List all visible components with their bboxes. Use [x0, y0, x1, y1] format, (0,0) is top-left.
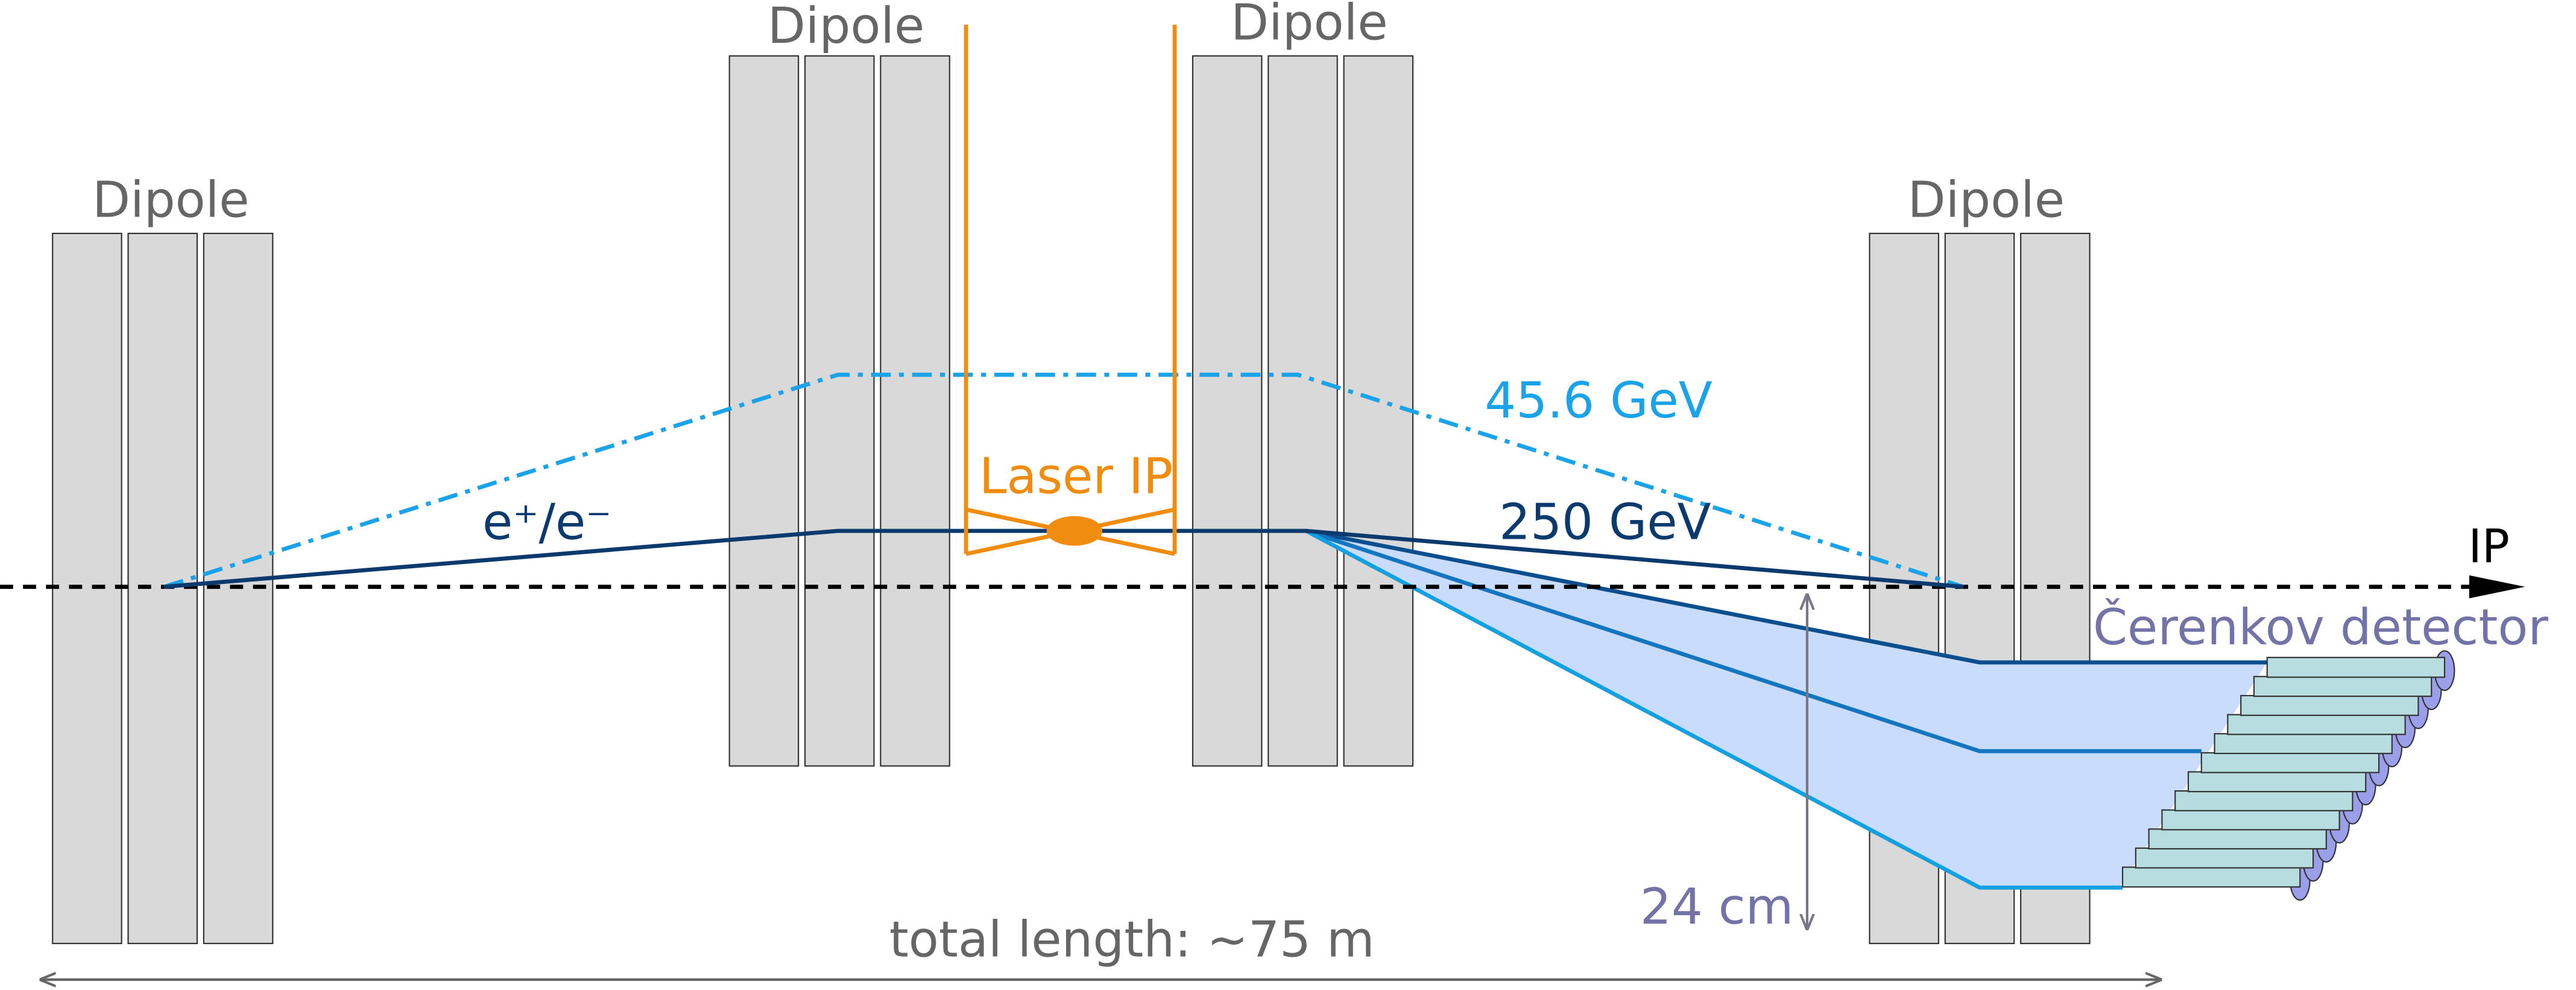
beam-high: [163, 372, 1964, 589]
track: [1305, 529, 2123, 890]
length-label: total length: ~75 m: [889, 912, 1375, 969]
energy-label: 45.6 GeV: [1485, 372, 1713, 430]
dipole-label: Dipole: [1908, 172, 2065, 229]
track: [1305, 528, 2202, 754]
detector-channel: [2253, 676, 2432, 697]
detector-channel: [2227, 714, 2406, 735]
detector-channel: [2187, 771, 2367, 793]
axis-arrow: [2469, 575, 2525, 598]
laser-ip: [1046, 516, 1103, 546]
track: [1305, 528, 2267, 665]
dipole-label: Dipole: [92, 172, 249, 229]
detector-channel: [2121, 866, 2301, 888]
detector: [2121, 650, 2455, 901]
detector-channel: [2135, 847, 2314, 869]
energy-label: 250 GeV: [1499, 494, 1711, 551]
detector-channel: [2148, 828, 2327, 850]
detector-label: Čerenkov detector: [2093, 598, 2548, 656]
detector-channel: [2240, 694, 2419, 716]
detector-channel: [2266, 656, 2446, 678]
height-label: 24 cm: [1640, 878, 1794, 936]
dipole-label: Dipole: [1231, 0, 1387, 51]
fan-area: [1305, 531, 2267, 888]
detector-channel: [2174, 790, 2353, 811]
ip-label: IP: [2468, 519, 2509, 573]
laser-label: Laser IP: [979, 448, 1173, 505]
detector-channel: [2161, 809, 2340, 831]
detector-channel: [2200, 752, 2380, 773]
dipole-label: Dipole: [768, 0, 924, 55]
detector-channel: [2214, 733, 2393, 755]
beam-label: e⁺/e⁻: [482, 494, 611, 551]
